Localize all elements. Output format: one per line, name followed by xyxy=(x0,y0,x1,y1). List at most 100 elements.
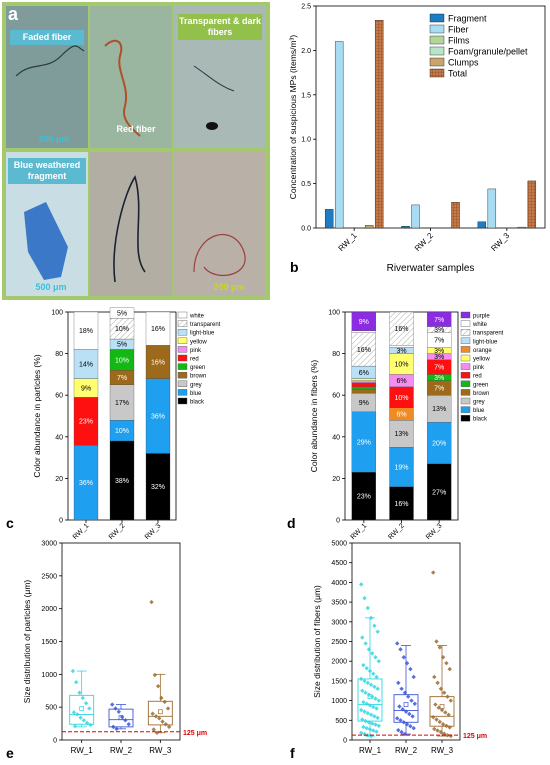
chart-e-ytick-label: 500 xyxy=(45,705,57,712)
chart-f-point xyxy=(364,725,369,731)
chart-c-data-label: 38% xyxy=(115,478,129,485)
chart-c-segment-black xyxy=(145,453,171,521)
chart-d-legend-label: white xyxy=(472,322,488,328)
chart-e-point xyxy=(116,709,121,714)
chart-b-ytick-label: 0.0 xyxy=(301,226,311,233)
chart-f-point xyxy=(442,690,447,695)
chart-b-legend-label: Fragment xyxy=(448,14,487,24)
chart-f-point xyxy=(372,623,377,628)
red-loop-fiber-drawing xyxy=(193,234,246,276)
chart-d-segment-white xyxy=(389,345,414,348)
chart-c-data-label: 36% xyxy=(79,480,93,487)
chart-b-xtick-label: RW_1 xyxy=(337,231,359,253)
chart-f-point xyxy=(401,655,406,660)
chart-e-point xyxy=(87,706,92,711)
chart-e-ytick-label: 1000 xyxy=(41,672,57,679)
chart-f-box xyxy=(357,678,383,722)
chart-c-segment-blue xyxy=(145,378,171,454)
chart-b-ytick-label: 0.5 xyxy=(301,181,311,188)
chart-b-ytick-label: 1.5 xyxy=(301,92,311,99)
chart-e-point xyxy=(71,710,77,715)
chart-e-box xyxy=(147,700,173,726)
chart-c-data-label: 10% xyxy=(115,326,129,333)
chart-d-data-label: 7% xyxy=(434,365,444,372)
chart-f-point xyxy=(365,680,370,686)
chart-c-data-label: 32% xyxy=(151,484,165,491)
chart-f-point xyxy=(363,718,368,724)
scale-bar-label-bottom: 200 μm xyxy=(213,282,245,292)
chart-d-segment-black xyxy=(427,463,452,521)
chart-d-segment-brown xyxy=(351,388,376,394)
chart-d-ytick-label: 100 xyxy=(328,310,340,317)
chart-e-point xyxy=(151,727,156,732)
chart-f-point xyxy=(365,605,370,611)
chart-c-segment-light-blue xyxy=(73,349,99,379)
chart-f-point xyxy=(372,714,377,719)
red-fiber-drawing xyxy=(104,39,141,137)
chart-e-point xyxy=(159,695,164,701)
chart-f-point xyxy=(401,720,406,725)
chart-c-legend-label: red xyxy=(190,357,199,363)
chart-f-ytick-label: 1000 xyxy=(331,698,347,705)
chart-d-ytick-label: 80 xyxy=(332,351,340,358)
chart-c-ytick-label: 60 xyxy=(55,393,63,400)
chart-f-ytick-label: 2000 xyxy=(331,659,347,666)
chart-f-point xyxy=(362,595,367,601)
chart-f-point xyxy=(373,722,378,727)
chart-f-point xyxy=(448,733,453,739)
chart-d-letter: d xyxy=(287,515,296,531)
chart-f-point xyxy=(361,724,366,730)
chart-c-data-label: 5% xyxy=(117,342,127,349)
chart-f-point xyxy=(365,711,370,716)
chart-e-threshold-label: 125 μm xyxy=(183,730,207,737)
chart-f-point xyxy=(371,671,376,677)
chart-f-point xyxy=(408,724,413,729)
chart-f-point xyxy=(374,674,379,680)
chart-c-legend-swatch xyxy=(177,389,188,396)
chart-c-data-label: 36% xyxy=(151,414,165,421)
chart-c-legend-swatch xyxy=(177,346,188,353)
chart-d-legend-label: blue xyxy=(473,408,485,414)
chart-c-xtick-label: RW_1 xyxy=(72,522,91,541)
chart-c-segment-red xyxy=(73,397,99,446)
chart-f-point xyxy=(368,712,374,717)
chart-e-point xyxy=(72,724,78,729)
chart-d-segment-blue xyxy=(389,447,414,487)
chart-d-ylabel: Color abundance in fibers (%) xyxy=(309,360,319,473)
chart-f-point xyxy=(447,666,452,672)
chart-c-segment-grey xyxy=(109,384,135,421)
chart-f-point xyxy=(360,688,365,693)
chart-f-point xyxy=(445,694,450,699)
chart-b-legend-swatch xyxy=(429,24,445,34)
chart-f-point xyxy=(404,660,410,666)
chart-f-point xyxy=(363,641,368,646)
chart-e-point xyxy=(114,726,119,732)
chart-d-segment-grey xyxy=(427,395,452,423)
chart-b-bar-fragment xyxy=(401,226,410,229)
chart-f-ytick-label: 5000 xyxy=(331,541,347,548)
chart-f-point xyxy=(402,690,408,695)
chart-e-point xyxy=(77,690,82,695)
chart-b-legend-swatch xyxy=(429,13,445,23)
chart-f-point xyxy=(436,705,441,710)
chart-f-point xyxy=(437,645,442,650)
chart-b-legend-label: Clumps xyxy=(448,58,479,68)
chart-f-ytick-label: 2500 xyxy=(331,639,347,646)
chart-c-data-label: 9% xyxy=(81,385,91,392)
chart-f-point xyxy=(448,698,453,703)
chart-f-point xyxy=(360,635,365,640)
chart-b-bar-total xyxy=(527,180,537,229)
chart-d-xtick-label: RW_2 xyxy=(387,522,406,541)
chart-d-ytick-label: 60 xyxy=(332,393,340,400)
chart-c-ytick-label: 40 xyxy=(55,434,63,441)
chart-f-point xyxy=(406,694,411,699)
chart-f-point xyxy=(364,666,369,671)
chart-d-data-label: 19% xyxy=(394,464,408,471)
chart-e-point xyxy=(150,711,155,716)
faded-fiber-image xyxy=(6,6,88,148)
chart-c-segment-brown xyxy=(145,345,171,379)
chart-d-legend-swatch xyxy=(460,372,471,379)
chart-b-bar-clumps xyxy=(517,226,527,229)
chart-f-point xyxy=(447,725,452,730)
chart-f-point xyxy=(399,729,404,735)
